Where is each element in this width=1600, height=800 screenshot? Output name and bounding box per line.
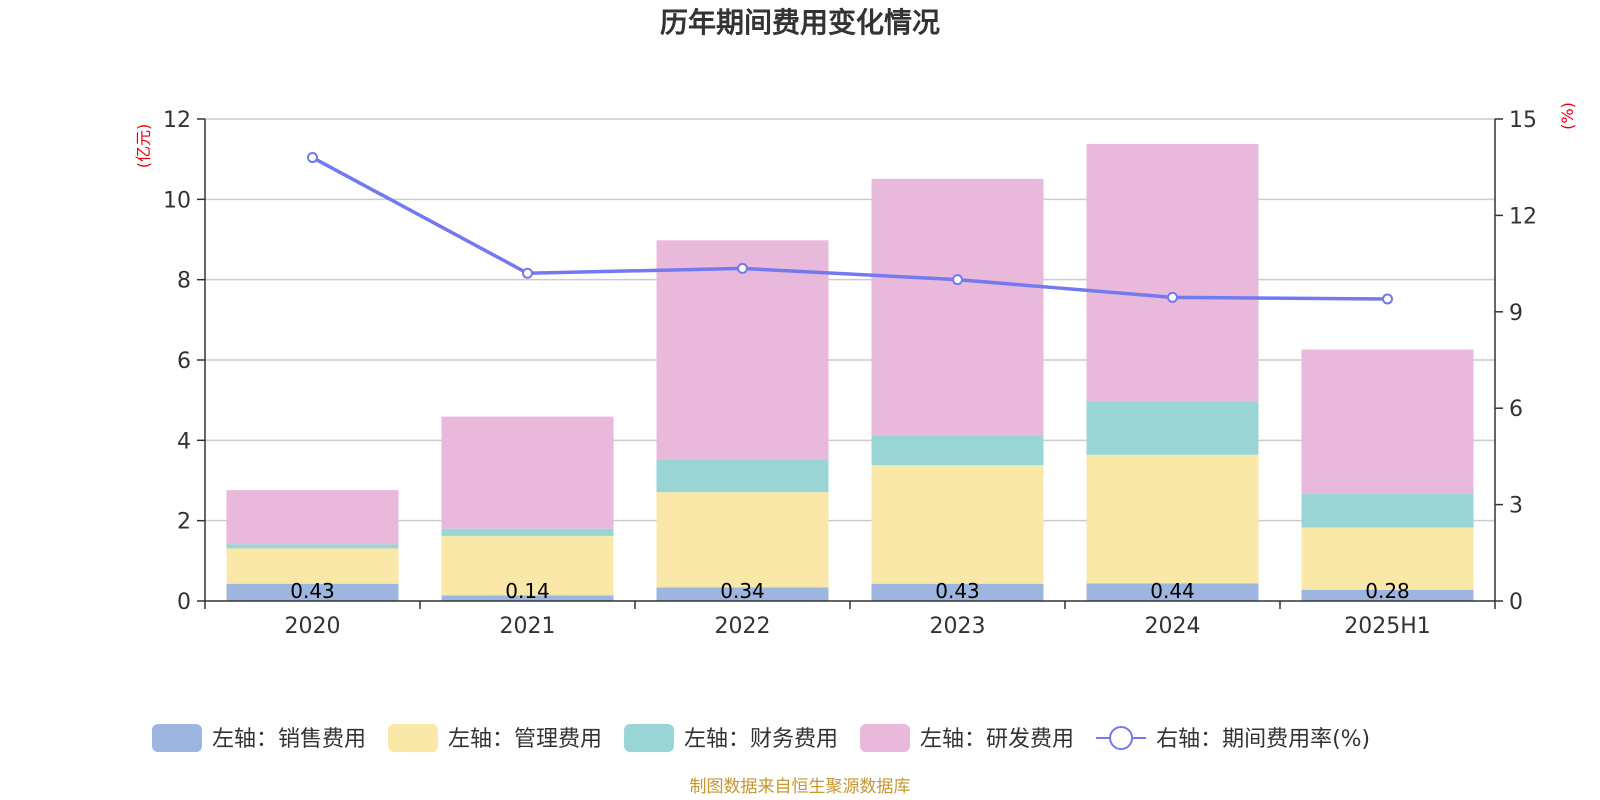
x-tick-label: 2023 bbox=[930, 614, 986, 639]
legend-label: 左轴：财务费用 bbox=[684, 727, 838, 752]
right-tick-label: 12 bbox=[1509, 204, 1537, 229]
left-tick-label: 4 bbox=[177, 429, 191, 454]
data-label: 0.43 bbox=[935, 579, 980, 603]
x-tick-label: 2024 bbox=[1145, 614, 1201, 639]
grid-lines bbox=[205, 118, 1495, 522]
chart-title: 历年期间费用变化情况 bbox=[660, 6, 940, 39]
right-tick-label: 3 bbox=[1509, 494, 1523, 519]
bar-segment bbox=[1301, 589, 1474, 601]
bar-segment bbox=[1086, 143, 1259, 402]
left-tick-label: 10 bbox=[163, 188, 191, 213]
line-point bbox=[952, 274, 963, 286]
bar-series bbox=[226, 143, 1474, 601]
bar-segment bbox=[1301, 527, 1474, 590]
bar-segment bbox=[656, 587, 829, 601]
legend-label: 左轴：研发费用 bbox=[920, 727, 1074, 752]
data-labels: 0.43 0.14 0.34 0.43 0.44 0.28 bbox=[290, 579, 1410, 603]
line-point bbox=[307, 152, 318, 164]
bar-segment bbox=[871, 465, 1044, 584]
bar-segment bbox=[871, 178, 1044, 436]
legend-swatch bbox=[624, 724, 675, 752]
right-axis-unit: (%) bbox=[1558, 102, 1577, 130]
bar-segment bbox=[441, 595, 614, 601]
x-tick-label: 2022 bbox=[715, 614, 771, 639]
legend-swatch-marker bbox=[1109, 726, 1134, 750]
bar-segment bbox=[226, 490, 399, 545]
line-series bbox=[307, 152, 1393, 305]
axes: 0 2 4 6 8 10 12 0 3 6 9 12 15 2020 2021 2022 2023 2024 202… bbox=[163, 108, 1537, 639]
bar-segment bbox=[656, 240, 829, 461]
bar-segment bbox=[1301, 493, 1474, 528]
legend-label: 左轴：管理费用 bbox=[448, 727, 602, 752]
bar-segment bbox=[871, 583, 1044, 601]
bar-segment bbox=[1086, 454, 1259, 584]
line-point bbox=[522, 267, 533, 279]
bar-segment bbox=[656, 492, 829, 588]
right-tick-label: 0 bbox=[1509, 590, 1523, 615]
bar-segment bbox=[226, 548, 399, 584]
bar-segment bbox=[441, 528, 614, 536]
data-label: 0.43 bbox=[290, 579, 335, 603]
left-tick-label: 8 bbox=[177, 269, 191, 294]
legend-swatch bbox=[152, 724, 202, 752]
line-point bbox=[1382, 293, 1393, 305]
left-tick-label: 2 bbox=[177, 510, 191, 535]
bar-segment bbox=[441, 535, 614, 596]
line-point bbox=[737, 262, 748, 274]
bar-segment bbox=[1086, 583, 1259, 601]
line-path bbox=[311, 156, 1388, 301]
data-label: 0.44 bbox=[1150, 579, 1195, 603]
source-note: 制图数据来自恒生聚源数据库 bbox=[690, 777, 911, 797]
bar-segment bbox=[226, 544, 399, 549]
left-tick-label: 6 bbox=[177, 349, 191, 374]
right-tick-label: 15 bbox=[1509, 108, 1537, 133]
bar-segment bbox=[441, 416, 614, 529]
x-tick-label: 2021 bbox=[500, 614, 556, 639]
data-label: 0.14 bbox=[505, 579, 550, 603]
x-tick-label: 2025H1 bbox=[1344, 614, 1431, 639]
right-tick-label: 6 bbox=[1509, 397, 1523, 422]
left-tick-label: 0 bbox=[177, 590, 191, 615]
line-point bbox=[1167, 291, 1178, 303]
x-tick-label: 2020 bbox=[285, 614, 341, 639]
data-label: 0.34 bbox=[720, 579, 765, 603]
left-axis-unit: (亿元) bbox=[134, 124, 153, 169]
bar-segment bbox=[871, 435, 1044, 466]
bar-segment bbox=[226, 583, 399, 601]
legend-swatch bbox=[388, 724, 439, 752]
legend-swatch bbox=[860, 724, 911, 752]
left-tick-label: 12 bbox=[163, 108, 191, 133]
right-tick-label: 9 bbox=[1509, 301, 1523, 326]
legend: 左轴：销售费用 左轴：管理费用 左轴：财务费用 左轴：研发费用 右轴：期间费用率(%) bbox=[152, 724, 1370, 752]
bar-segment bbox=[1301, 349, 1474, 494]
bar-segment bbox=[1086, 401, 1259, 455]
legend-label: 右轴：期间费用率(%) bbox=[1156, 727, 1370, 752]
data-label: 0.28 bbox=[1365, 579, 1410, 603]
bar-segment bbox=[656, 460, 829, 493]
legend-label: 左轴：销售费用 bbox=[212, 727, 366, 752]
